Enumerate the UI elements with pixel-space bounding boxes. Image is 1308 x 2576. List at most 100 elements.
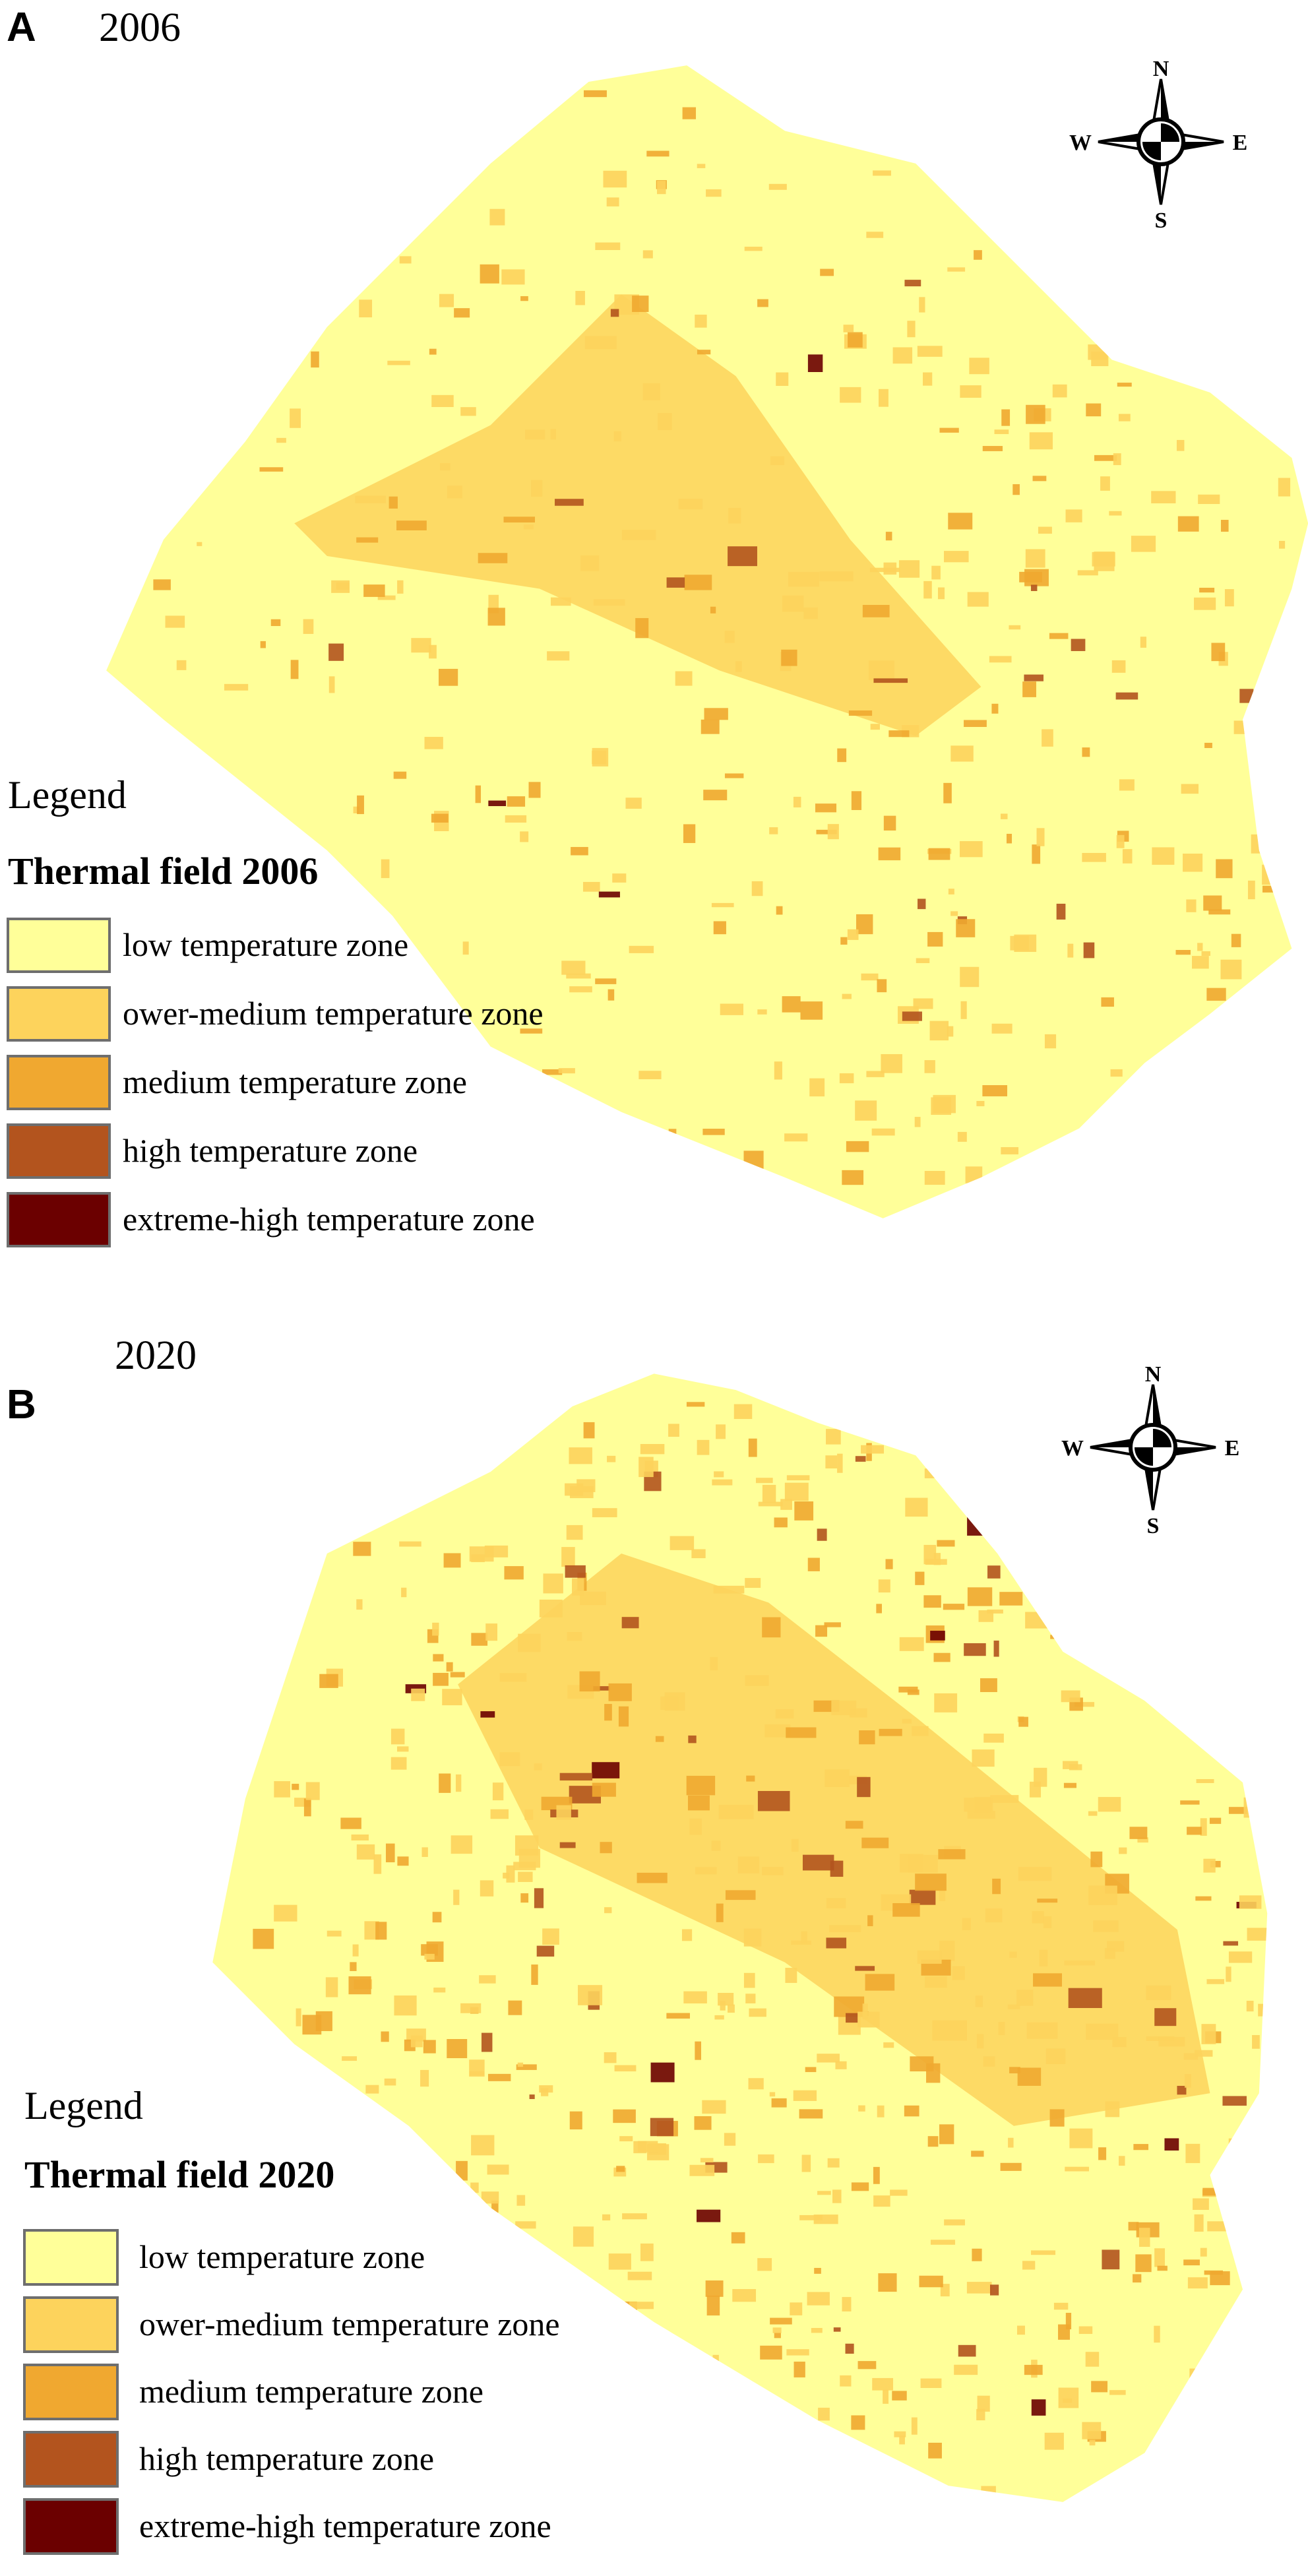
thermal-patch bbox=[1243, 1797, 1256, 1818]
thermal-patch bbox=[555, 499, 584, 506]
thermal-patch bbox=[1199, 587, 1215, 593]
thermal-patch bbox=[870, 724, 880, 730]
thermal-patch bbox=[964, 720, 987, 728]
thermal-patch bbox=[1109, 2390, 1126, 2395]
thermal-patch bbox=[825, 1769, 850, 1788]
thermal-patch bbox=[1220, 520, 1229, 532]
thermal-patch bbox=[1082, 747, 1090, 757]
thermal-patch bbox=[1216, 859, 1233, 879]
thermal-patch bbox=[490, 1809, 509, 1819]
thermal-patch bbox=[1208, 909, 1231, 915]
thermal-patch bbox=[714, 2015, 724, 2020]
thermal-patch bbox=[695, 2041, 701, 2060]
thermal-patch bbox=[757, 299, 768, 307]
thermal-patch bbox=[857, 2361, 877, 2370]
thermal-patch bbox=[518, 1871, 533, 1882]
thermal-patch bbox=[930, 2240, 956, 2245]
thermal-patch bbox=[438, 668, 458, 686]
thermal-patch bbox=[439, 1773, 451, 1793]
thermal-patch bbox=[678, 499, 703, 510]
legend-title: Legend bbox=[24, 2084, 143, 2127]
thermal-patch bbox=[855, 1456, 866, 1462]
thermal-patch bbox=[879, 1728, 902, 1736]
thermal-patch bbox=[786, 1475, 810, 1481]
thermal-patch bbox=[794, 1501, 814, 1521]
thermal-patch bbox=[883, 815, 896, 831]
thermal-patch bbox=[1247, 1928, 1268, 1941]
thermal-patch bbox=[718, 1993, 734, 2006]
legend-label: extreme-high temperature zone bbox=[139, 2507, 551, 2544]
thermal-patch bbox=[1209, 1817, 1222, 1824]
thermal-patch bbox=[728, 2004, 735, 2013]
thermal-patch bbox=[411, 1688, 425, 1701]
thermal-patch bbox=[1135, 2254, 1152, 2273]
thermal-patch bbox=[902, 1718, 912, 1724]
thermal-patch bbox=[352, 1944, 359, 1957]
thermal-patch bbox=[840, 937, 848, 945]
thermal-patch bbox=[1189, 2368, 1207, 2385]
thermal-patch bbox=[385, 1843, 395, 1863]
thermal-patch bbox=[965, 1166, 983, 1183]
thermal-patch bbox=[1082, 852, 1106, 862]
thermal-patch bbox=[1231, 933, 1241, 947]
thermal-patch bbox=[1194, 597, 1216, 610]
thermal-patch bbox=[1139, 2228, 1150, 2247]
thermal-patch bbox=[758, 2154, 774, 2164]
thermal-patch bbox=[579, 1671, 600, 1692]
thermal-patch bbox=[569, 986, 592, 993]
thermal-patch bbox=[744, 246, 763, 251]
thermal-patch bbox=[691, 1549, 706, 1559]
urban-core bbox=[458, 1554, 1210, 2126]
thermal-patch bbox=[760, 2345, 782, 2360]
thermal-patch bbox=[573, 2226, 594, 2247]
thermal-patch bbox=[769, 827, 778, 834]
thermal-patch bbox=[462, 941, 469, 955]
thermal-patch bbox=[505, 815, 527, 823]
thermal-patch bbox=[629, 945, 654, 953]
thermal-patch bbox=[1032, 844, 1041, 864]
thermal-patch bbox=[851, 2182, 869, 2191]
thermal-patch bbox=[786, 2349, 809, 2356]
thermal-patch bbox=[520, 1028, 543, 1034]
thermal-patch bbox=[697, 164, 706, 168]
thermal-patch bbox=[433, 1672, 449, 1686]
thermal-patch bbox=[815, 1625, 828, 1637]
thermal-patch bbox=[424, 737, 443, 749]
thermal-patch bbox=[622, 2213, 647, 2220]
legend-label: high temperature zone bbox=[139, 2440, 434, 2477]
thermal-patch bbox=[480, 1711, 495, 1718]
thermal-patch bbox=[1222, 2096, 1247, 2106]
thermal-patch bbox=[1069, 1764, 1082, 1771]
thermal-patch bbox=[825, 1455, 838, 1469]
thermal-patch bbox=[640, 1443, 665, 1455]
thermal-patch bbox=[857, 2011, 880, 2028]
thermal-patch bbox=[567, 1632, 582, 1641]
thermal-patch bbox=[805, 2067, 817, 2073]
thermal-patch bbox=[917, 1950, 942, 1964]
thermal-patch bbox=[924, 1060, 935, 1073]
thermal-patch bbox=[1094, 455, 1117, 461]
thermal-patch bbox=[817, 2054, 840, 2063]
thermal-patch bbox=[531, 1964, 538, 1985]
thermal-patch bbox=[1200, 2247, 1207, 2257]
thermal-patch bbox=[881, 1053, 902, 1073]
thermal-patch bbox=[484, 1545, 509, 1557]
thermal-patch bbox=[315, 2011, 332, 2031]
thermal-patch bbox=[871, 1128, 895, 1136]
thermal-patch bbox=[359, 299, 373, 318]
thermal-patch bbox=[481, 2032, 493, 2052]
thermal-patch bbox=[684, 575, 712, 590]
thermal-patch bbox=[928, 2442, 942, 2459]
thermal-patch bbox=[1129, 1827, 1148, 1839]
thermal-patch bbox=[440, 463, 451, 471]
thermal-patch bbox=[842, 2297, 852, 2311]
thermal-patch bbox=[967, 592, 989, 607]
thermal-patch bbox=[800, 1001, 823, 1020]
thermal-patch bbox=[814, 2267, 821, 2274]
thermal-patch bbox=[711, 902, 734, 908]
thermal-patch bbox=[658, 413, 672, 430]
thermal-patch bbox=[827, 2158, 840, 2168]
thermal-patch bbox=[433, 1987, 446, 1993]
compass-e: E bbox=[1225, 1436, 1240, 1461]
thermal-patch bbox=[802, 1854, 834, 1871]
